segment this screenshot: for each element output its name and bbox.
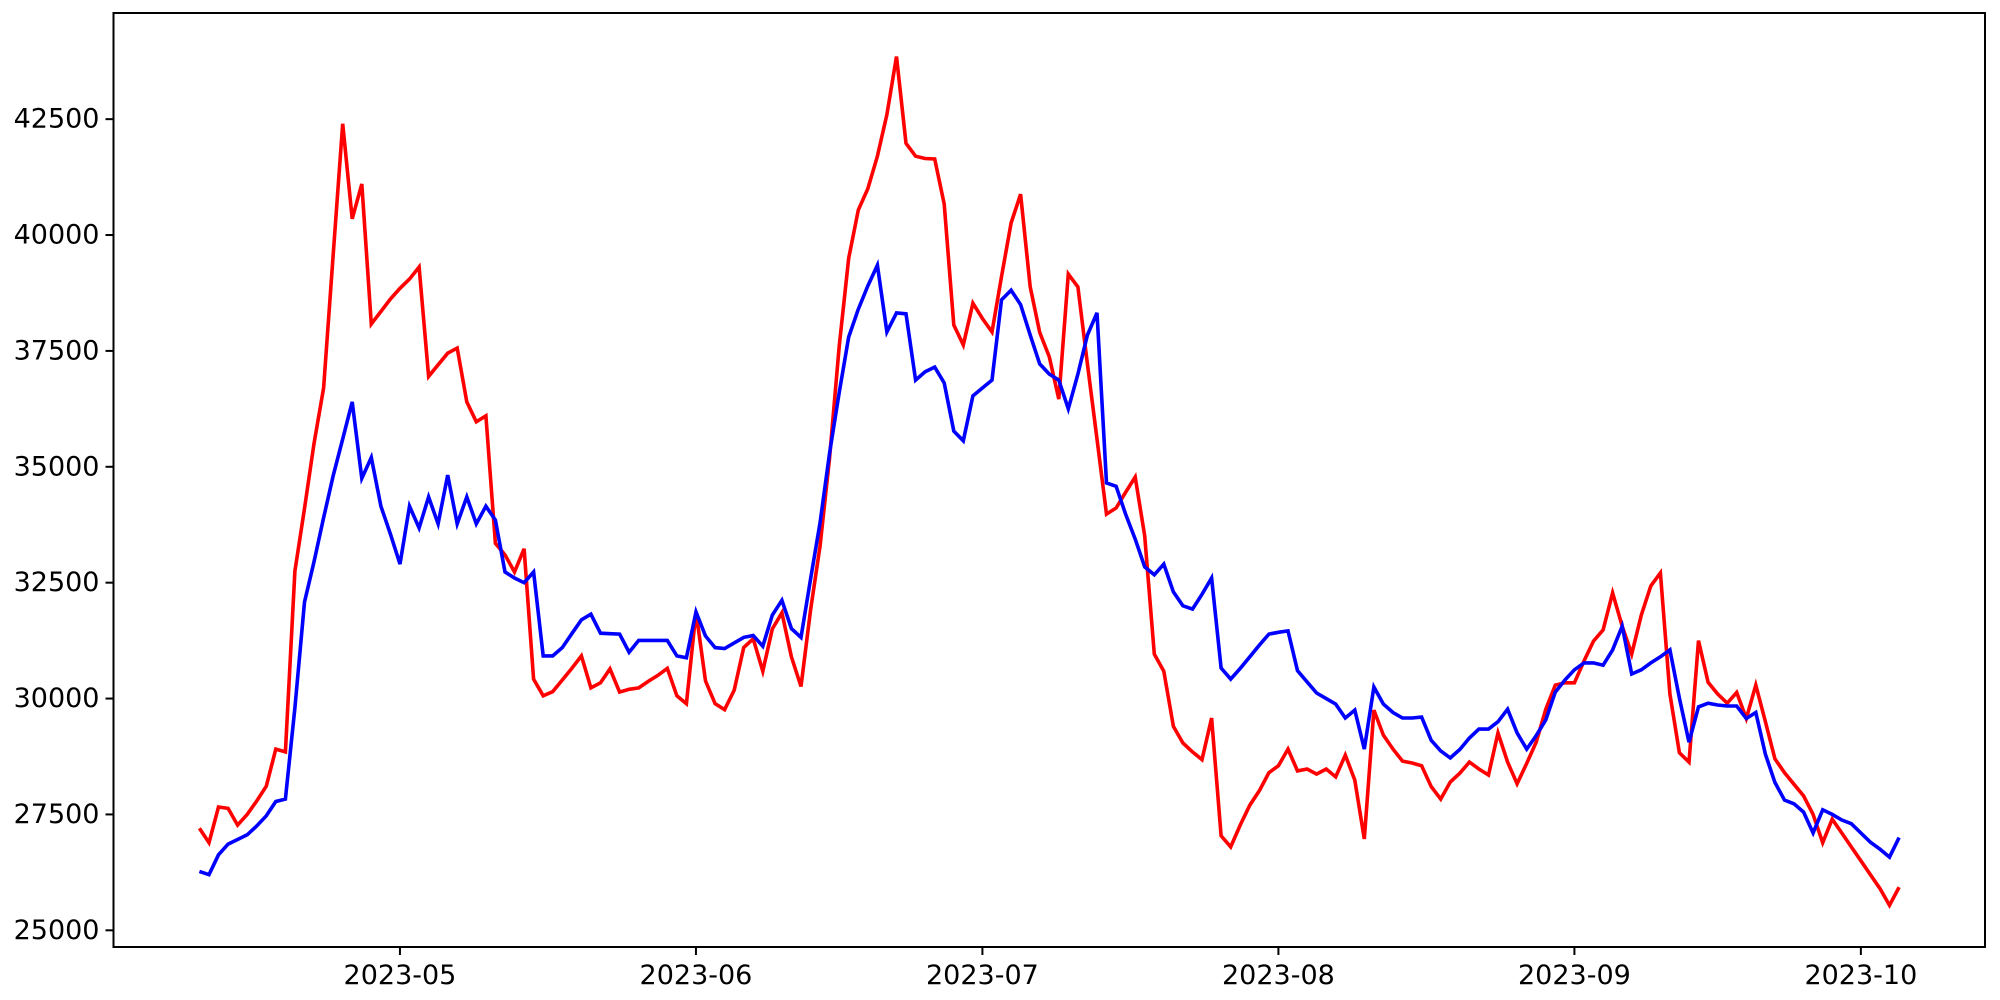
x-tick-label: 2023-10 — [1804, 960, 1917, 991]
x-tick-label: 2023-09 — [1518, 960, 1631, 991]
x-tick-label: 2023-05 — [344, 960, 457, 991]
x-tick-label: 2023-06 — [640, 960, 753, 991]
y-tick-label: 30000 — [14, 683, 100, 714]
series-layer — [197, 56, 1901, 910]
red-series-line — [197, 56, 1901, 910]
x-tick-label: 2023-08 — [1222, 960, 1335, 991]
y-tick-label: 27500 — [14, 799, 100, 830]
axes-layer — [112, 12, 1986, 948]
plot-border — [112, 12, 1986, 948]
y-tick-label: 42500 — [14, 104, 100, 135]
y-tick-label: 40000 — [14, 220, 100, 251]
y-tick-label: 35000 — [14, 451, 100, 482]
y-tick-label: 37500 — [14, 335, 100, 366]
blue-series-line — [198, 258, 1901, 877]
ticks-layer: 25000 27500 30000 32500 35000 37500 40000 42500… — [14, 104, 1918, 992]
y-tick-label: 25000 — [14, 915, 100, 946]
x-tick-label: 2023-07 — [926, 960, 1039, 991]
y-tick-label: 32500 — [14, 567, 100, 598]
